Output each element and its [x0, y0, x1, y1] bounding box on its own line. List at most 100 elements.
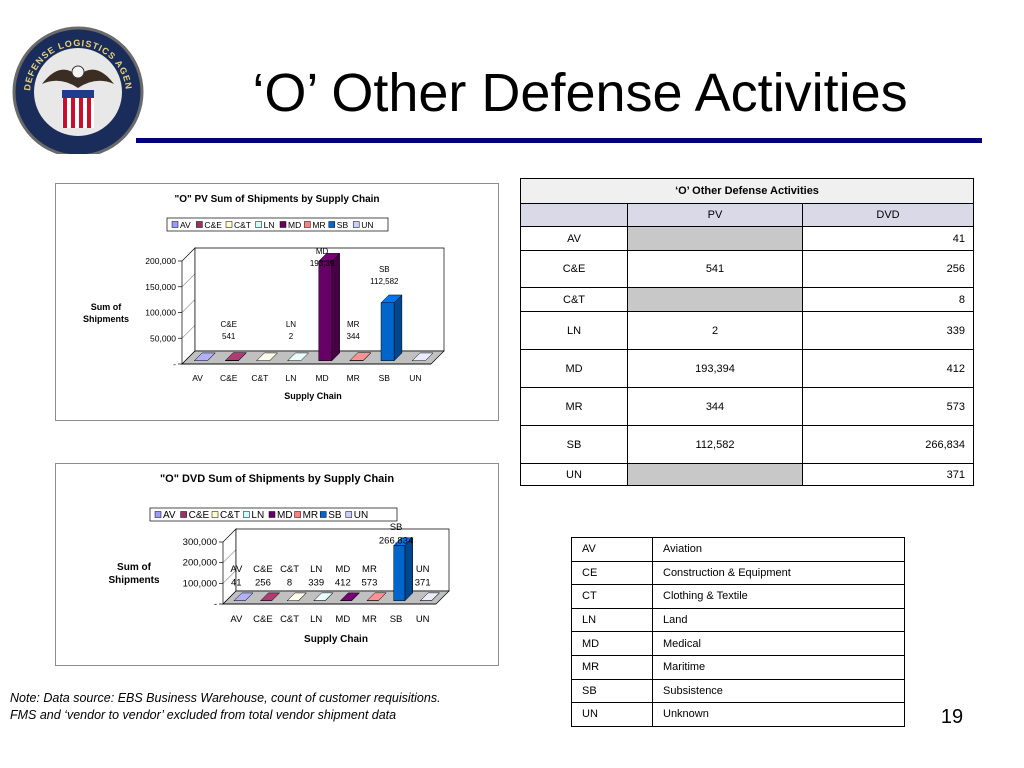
- pv-chart: "O" PV Sum of Shipments by Supply Chain A…: [83, 194, 445, 401]
- legend-swatch-mr: [304, 221, 311, 228]
- y-wall-gridline: [181, 273, 196, 287]
- data-label-name-ln: LN: [286, 320, 296, 329]
- x-axis-label: Supply Chain: [284, 391, 342, 401]
- data-label-name-cande: C&E: [253, 564, 273, 575]
- legend-swatch-mr: [294, 511, 301, 518]
- row-label: MD: [520, 349, 628, 388]
- name-cell: Unknown: [652, 702, 905, 727]
- row-label: AV: [520, 226, 628, 251]
- list-item: MD Medical: [571, 631, 905, 656]
- code-cell: CT: [571, 584, 653, 609]
- bar-av: [193, 352, 216, 361]
- dvd-cell: 256: [802, 250, 974, 288]
- row-label: C&T: [520, 287, 628, 312]
- y-tick-label: -: [214, 599, 217, 610]
- pv-cell: 2: [627, 311, 803, 350]
- row-label: LN: [520, 311, 628, 350]
- bar-md: [339, 592, 361, 602]
- code-cell: MR: [571, 654, 653, 680]
- code-cell: MD: [571, 631, 653, 656]
- y-wall-gridline: [222, 549, 237, 563]
- y-tick-label: 200,000: [183, 558, 217, 569]
- legend-label-candt: C&T: [220, 510, 240, 521]
- y-wall-gridline: [222, 570, 237, 584]
- row-label: SB: [520, 425, 628, 464]
- y-wall-gridline: [181, 299, 196, 313]
- bar-top-av: [193, 352, 216, 361]
- bar-un: [419, 592, 440, 602]
- data-label-value-av: 41: [231, 578, 242, 589]
- page-number: 19: [940, 706, 964, 728]
- list-item: MR Maritime: [571, 654, 905, 680]
- dvd-cell: 8: [802, 287, 974, 312]
- legend-swatch-ln: [255, 221, 262, 228]
- legend-label-un: UN: [361, 220, 373, 230]
- legend-swatch-un: [345, 511, 353, 518]
- legend-swatch-ln: [243, 511, 250, 518]
- legend-swatch-un: [352, 221, 360, 228]
- note-line-2: FMS and ‘vendor to vendor’ excluded from…: [10, 708, 397, 722]
- data-label-value-candt: 8: [287, 578, 292, 589]
- bar-candt: [255, 352, 279, 361]
- legend-label-un: UN: [354, 510, 368, 521]
- bar-un: [411, 352, 434, 361]
- bar-av: [233, 592, 254, 602]
- x-tick-label: SB: [390, 614, 403, 625]
- bar-cande: [224, 352, 247, 362]
- pv-cell: 541: [627, 250, 803, 288]
- x-tick-label: C&E: [220, 373, 238, 383]
- x-axis-label: Supply Chain: [304, 634, 368, 645]
- x-tick-label: UN: [409, 373, 421, 383]
- seal-shield-chief: [62, 90, 94, 98]
- legend-swatch-cande: [180, 511, 187, 518]
- x-tick-label: AV: [192, 373, 203, 383]
- bar-top-un: [411, 352, 434, 361]
- legend-label-cande: C&E: [189, 510, 210, 521]
- legend-swatch-candt: [211, 511, 219, 518]
- code-cell: UN: [571, 702, 653, 727]
- chart-title: "O" PV Sum of Shipments by Supply Chain: [174, 194, 379, 205]
- dvd-cell: 41: [802, 226, 974, 251]
- list-item: CE Construction & Equipment: [571, 560, 905, 586]
- table-row: C&T 8: [520, 287, 974, 312]
- dvd-chart-panel: "O" DVD Sum of Shipments by Supply Chain…: [55, 463, 499, 666]
- x-tick-label: C&T: [251, 373, 268, 383]
- y-tick-label: 100,000: [145, 308, 176, 318]
- x-tick-label: MD: [335, 614, 350, 625]
- legend-label-md: MD: [277, 510, 293, 521]
- pv-cell: [627, 287, 803, 312]
- source-note: Note: Data source: EBS Business Warehous…: [10, 690, 530, 724]
- y-axis-label-line1: Sum of: [91, 302, 123, 312]
- y-axis-label-line1: Sum of: [117, 562, 152, 573]
- list-item: CT Clothing & Textile: [571, 584, 905, 609]
- data-label-name-mr: MR: [347, 320, 360, 329]
- legend-swatch-md: [279, 221, 287, 228]
- code-cell: CE: [571, 560, 653, 586]
- row-label: MR: [520, 387, 628, 426]
- y-wall-gridline: [222, 528, 237, 543]
- x-tick-label: C&T: [280, 614, 299, 625]
- legend-label-sb: SB: [337, 220, 349, 230]
- bar-front-sb: [380, 302, 395, 361]
- x-tick-label: MD: [315, 373, 328, 383]
- name-cell: Construction & Equipment: [652, 560, 905, 586]
- bar-sb: [380, 294, 403, 362]
- legend-label-av: AV: [180, 220, 191, 230]
- chart-floor: [222, 590, 450, 605]
- y-tick-label: 100,000: [183, 578, 217, 589]
- dvd-cell: 266,834: [802, 425, 974, 464]
- bar-ln: [287, 352, 310, 362]
- legend-swatch-av: [171, 221, 179, 228]
- row-label: C&E: [520, 250, 628, 288]
- legend-label-mr: MR: [312, 220, 325, 230]
- legend-label-mr: MR: [303, 510, 319, 521]
- legend-label-ln: LN: [251, 510, 264, 521]
- legend-label-sb: SB: [328, 510, 342, 521]
- legend-swatch-av: [154, 511, 162, 518]
- code-legend-table: AV Aviation CE Construction & Equipment CT…: [571, 537, 905, 727]
- data-label-name-sb: SB: [390, 522, 403, 533]
- legend-swatch-md: [268, 511, 276, 518]
- y-tick-label: -: [173, 359, 176, 369]
- x-tick-label: AV: [230, 614, 243, 625]
- bar-side-sb: [393, 294, 403, 362]
